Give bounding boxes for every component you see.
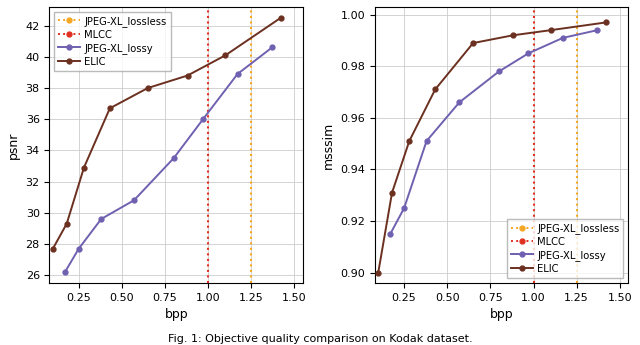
Y-axis label: psnr: psnr — [7, 131, 20, 159]
X-axis label: bpp: bpp — [164, 308, 188, 321]
X-axis label: bpp: bpp — [490, 308, 513, 321]
Legend: JPEG-XL_lossless, MLCC, JPEG-XL_lossy, ELIC: JPEG-XL_lossless, MLCC, JPEG-XL_lossy, E… — [54, 12, 171, 71]
Y-axis label: msssim: msssim — [322, 121, 335, 169]
Legend: JPEG-XL_lossless, MLCC, JPEG-XL_lossy, ELIC: JPEG-XL_lossless, MLCC, JPEG-XL_lossy, E… — [507, 219, 623, 278]
Text: Fig. 1: Objective quality comparison on Kodak dataset.: Fig. 1: Objective quality comparison on … — [168, 334, 472, 344]
